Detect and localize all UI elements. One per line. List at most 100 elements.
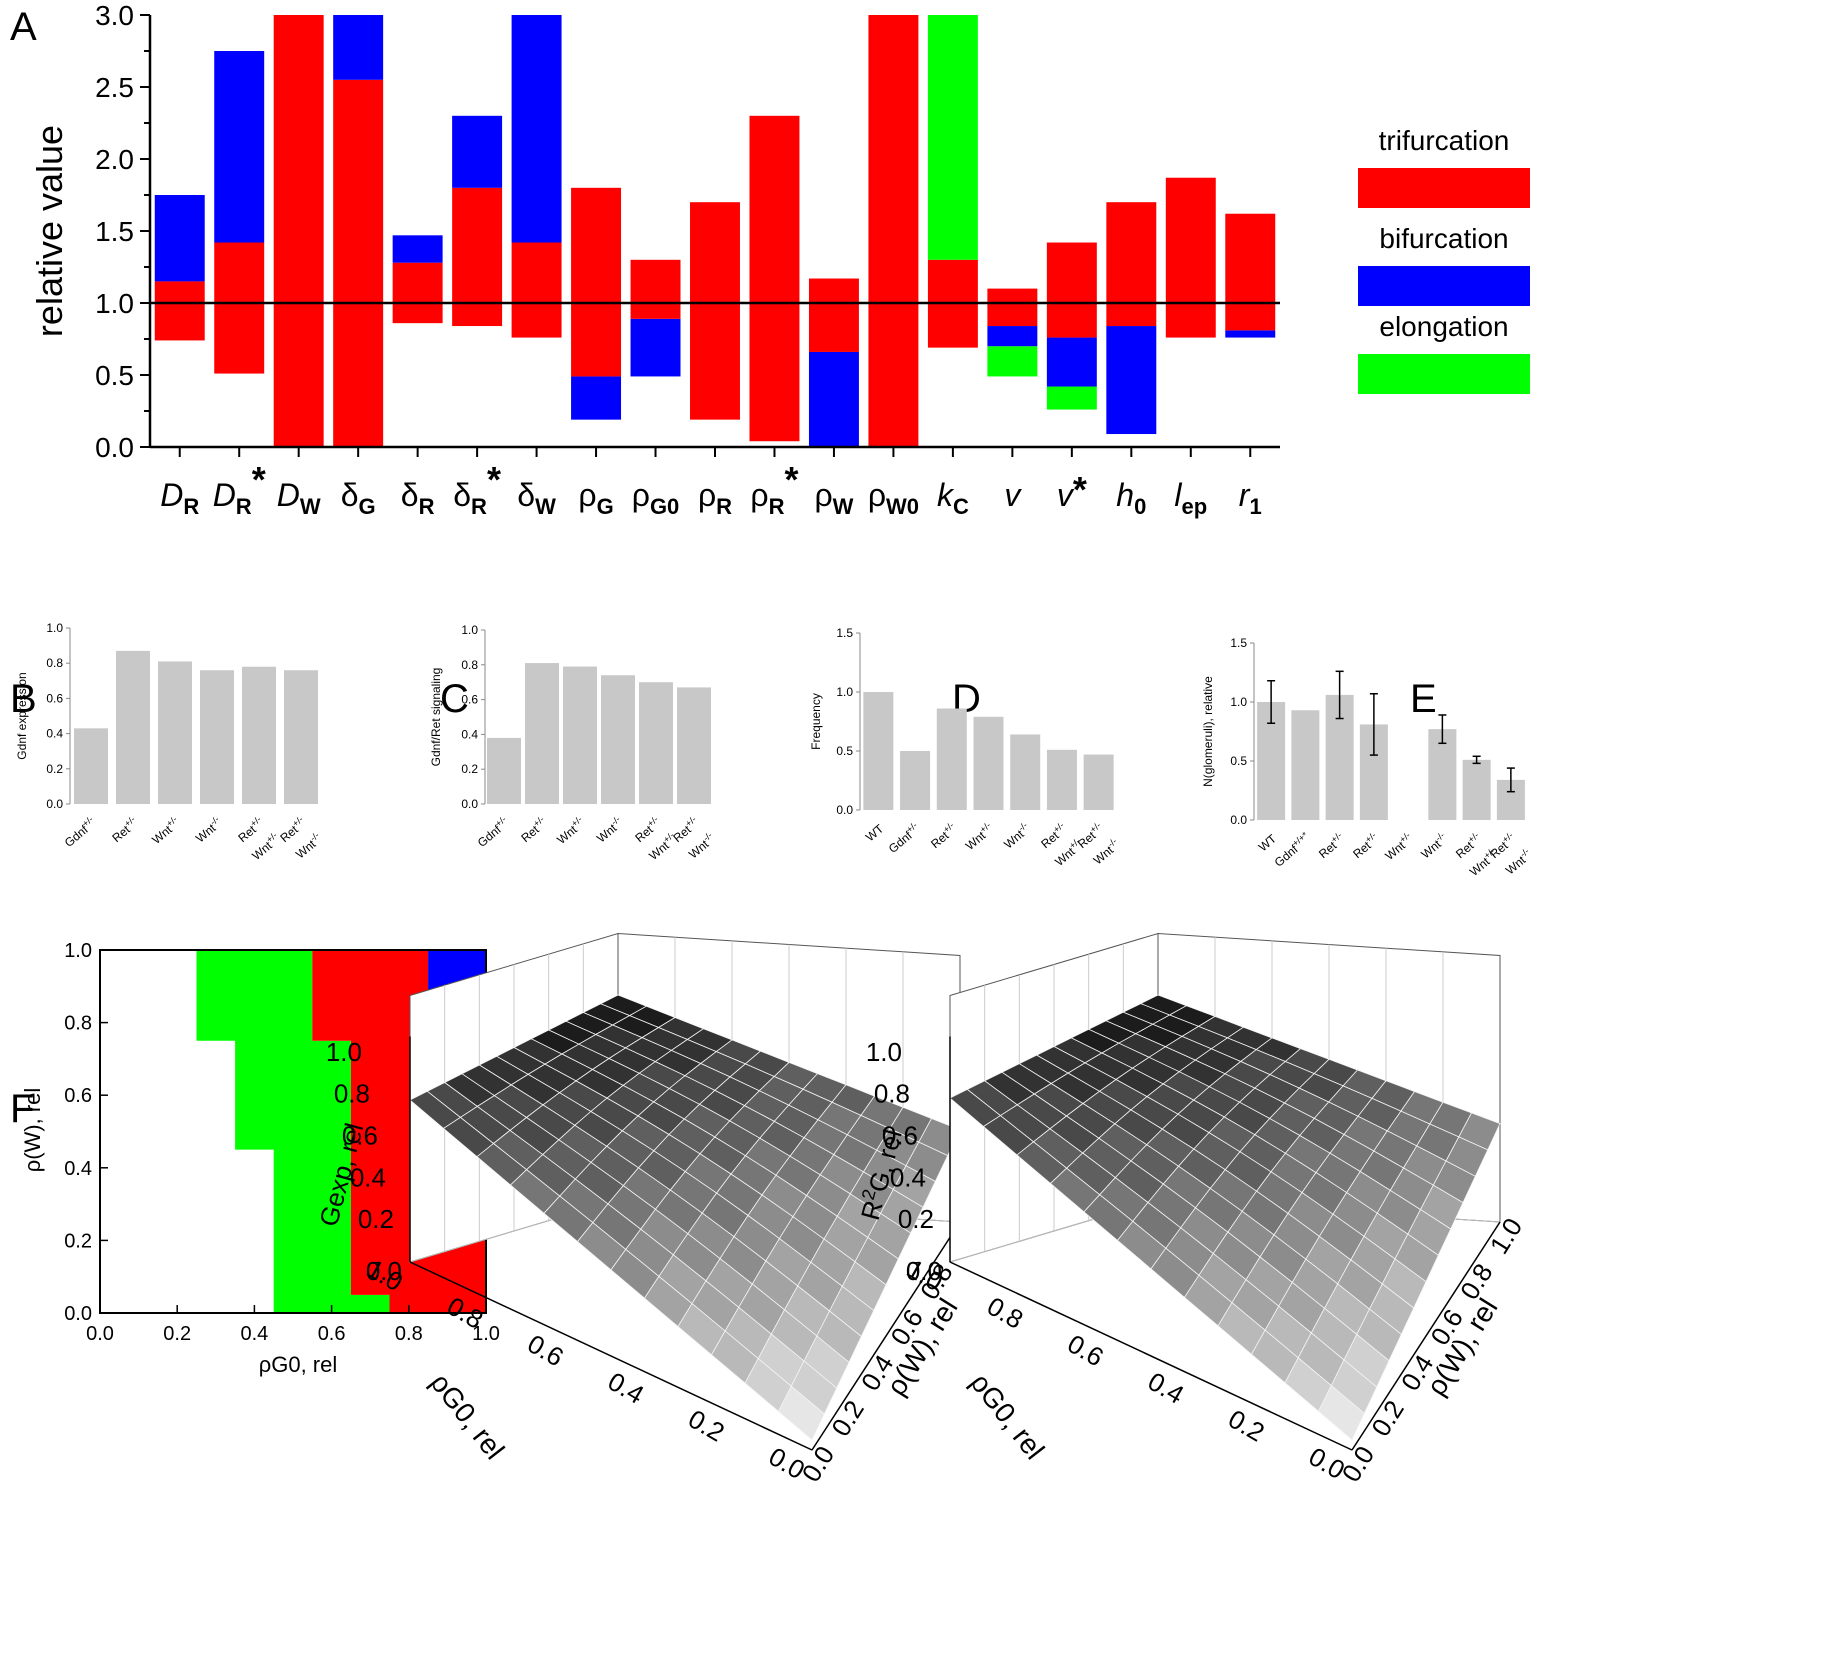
param-label-14: kC [937, 477, 969, 519]
x-tick-label-0: 0.0 [1336, 1441, 1381, 1488]
z-tick-label-zero: 0.0 [906, 1256, 942, 1286]
panel-label-b: B [10, 677, 37, 721]
param-label-15: v [1004, 477, 1022, 513]
legend-swatch-elongation [1358, 354, 1530, 394]
bar-8-trifurcation [571, 187, 622, 377]
surface-patch-143 [778, 1385, 825, 1441]
x-tick-label-5: 1.0 [472, 1323, 500, 1345]
bar-1 [487, 737, 521, 804]
bar-7 [1462, 759, 1491, 820]
param-label-18: lep [1174, 477, 1207, 519]
z-tick-label-3: 0.8 [334, 1079, 370, 1109]
bar-1 [863, 692, 894, 810]
y-tick-label-2: 0.6 [1062, 1328, 1108, 1372]
bar-4 [973, 716, 1004, 810]
bar-7 [1083, 754, 1114, 810]
y-tick-label-5: 1.0 [64, 940, 92, 962]
x-tick-label-1: 0.2 [1365, 1395, 1410, 1442]
bar-3 [936, 708, 967, 810]
x-tick-label-0: 0.0 [796, 1441, 841, 1488]
x-tick-label-1: 0.2 [163, 1323, 191, 1345]
x-tick-label-3-1: Wnt+/- [148, 814, 183, 847]
y-tick-label-4: 0.8 [64, 1013, 92, 1035]
y-tick-label-2: 0.4 [461, 727, 478, 741]
z-tick-label-3: 0.8 [874, 1079, 910, 1109]
param-label-13: ρW0 [868, 477, 919, 519]
bar-11-trifurcation [749, 115, 800, 442]
param-label-12: ρW [814, 477, 853, 519]
bar-12-bifurcation [808, 351, 859, 447]
y-tick-label-2: 1.0 [95, 288, 134, 319]
panel-d-frequency-chart: 0.0 0.5 1.0 1.5 Frequency WT Gdnf+/-Ret+/-Wnt+… [809, 626, 1119, 869]
x-tick-label-1-1: WT [863, 821, 887, 844]
param-label-17: h0 [1116, 477, 1146, 519]
bar-15-trifurcation [987, 288, 1038, 327]
bar-3-trifurcation [273, 15, 324, 447]
y-tick-label-4: 2.0 [95, 144, 134, 175]
param-label-19: r1 [1239, 477, 1262, 519]
y-axis-title: ρG0, rel [964, 1367, 1050, 1465]
y-tick-label-1: 0.8 [982, 1291, 1028, 1335]
bar-1-bifurcation [154, 195, 205, 282]
z-tick-label-2: 0.6 [882, 1121, 918, 1151]
x-tick-label-2-1: Ret+/- [108, 814, 141, 845]
y-tick-label-1: 0.5 [95, 360, 134, 391]
bar-5 [639, 682, 673, 804]
y-tick-label-0: 0.0 [64, 1303, 92, 1325]
param-label-16: v* [1057, 469, 1087, 513]
panel-a-parameter-chart: DR DR* DW δG δR δR* δW ρG ρG0 ρR ρR* ρW ρW0 kC v v* h0 le… [29, 0, 1530, 519]
x-tick-label-4-1: Ret+/- [1349, 830, 1382, 861]
y-tick-label-5: 2.5 [95, 72, 134, 103]
bar-1 [74, 728, 108, 804]
bar-5 [242, 666, 276, 804]
legend-swatch-trifurcation [1358, 168, 1530, 208]
bar-4-trifurcation [333, 79, 384, 448]
y-tick-label-6: 3.0 [95, 0, 134, 31]
param-label-9: ρG0 [632, 477, 680, 519]
y-tick-label-1: 0.2 [46, 762, 63, 776]
y-axis [949, 1261, 1353, 1451]
x-axis [811, 1221, 961, 1451]
y-tick-label-3: 1.5 [95, 216, 134, 247]
bar-2 [1291, 710, 1320, 820]
z-tick-label-zero: 0.0 [366, 1256, 402, 1286]
bar-9-bifurcation [630, 318, 681, 377]
y-tick-label-0: 0.0 [461, 797, 478, 811]
bar-4 [200, 670, 234, 804]
x-tick-label-4-1: Wnt+/- [962, 820, 997, 853]
bar-17-trifurcation [1106, 202, 1157, 327]
legend-swatch-bifurcation [1358, 266, 1530, 306]
param-label-7: δW [517, 477, 556, 519]
panel-label-c: C [440, 677, 469, 721]
bar-6 [677, 687, 711, 804]
y-tick-label-3: 0.6 [46, 691, 63, 705]
z-tick-label-2: 0.6 [342, 1121, 378, 1151]
panel-c-gdnf-ret-signaling-chart: 0.0 0.2 0.4 0.6 0.8 1.0 Gdnf/Ret signaling Gdnf… [429, 623, 714, 863]
bar-17-bifurcation [1106, 326, 1157, 435]
x-tick-label-3: 0.6 [318, 1323, 346, 1345]
param-label-2: DR* [213, 459, 266, 519]
y-axis-title: relative value [29, 125, 70, 337]
x-tick-label-2-1: Ret+/- [517, 814, 550, 845]
x-axis-title: ρG0, rel [259, 1352, 338, 1377]
bar-16-elongation [1046, 386, 1097, 410]
bar-16-bifurcation [1046, 337, 1097, 387]
panel-e-glomeruli-chart: 0.0 0.5 1.0 1.5 N(glomeruli), relative WTGdnf… [1201, 636, 1531, 879]
bar-6-trifurcation [452, 187, 503, 327]
bar-18-trifurcation [1165, 177, 1216, 338]
legend-label-trifurcation: trifurcation [1379, 125, 1510, 156]
y-tick-label-1: 0.5 [836, 744, 853, 758]
z-tick-label-1: 0.4 [890, 1162, 926, 1192]
x-tick-label-5-1: Wnt-/- [1000, 820, 1033, 851]
z-tick-label-0: 0.2 [898, 1204, 934, 1234]
x-tick-label-3-1: Ret+/- [927, 820, 960, 851]
param-label-5: δR [401, 477, 435, 519]
legend-label-bifurcation: bifurcation [1379, 223, 1508, 254]
bar-5-bifurcation [392, 235, 443, 263]
bar-2 [525, 663, 559, 804]
z-tick-label-4: 1.0 [866, 1037, 902, 1067]
bar-6-bifurcation [452, 115, 503, 188]
param-label-1: DR [160, 477, 199, 519]
y-axis-title: N(glomeruli), relative [1201, 676, 1215, 787]
